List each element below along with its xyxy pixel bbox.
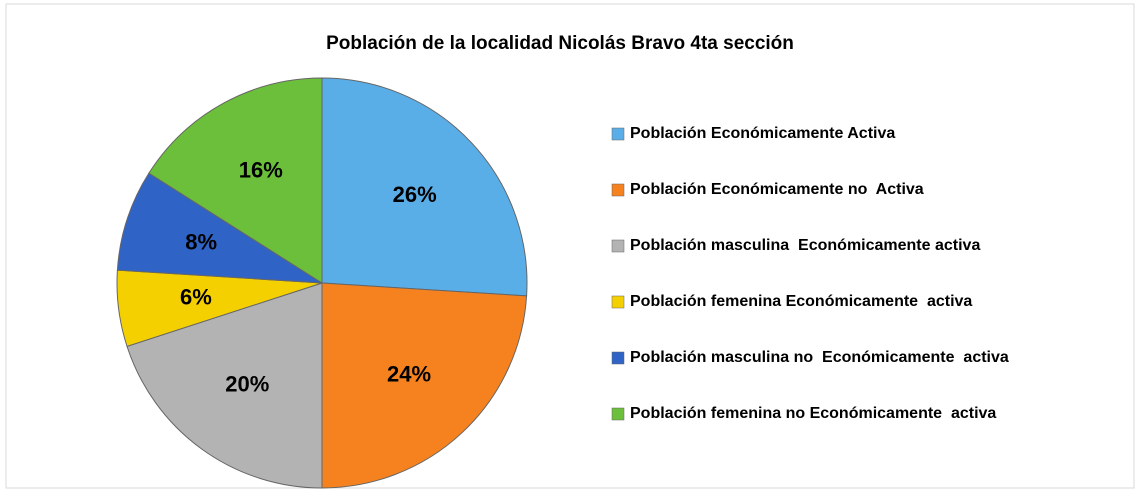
- legend-label: Población Económicamente no Activa: [630, 181, 924, 198]
- data-label: 20%: [225, 372, 269, 397]
- legend-label: Población femenina no Económicamente act…: [630, 405, 996, 422]
- legend-swatch: [611, 239, 625, 253]
- data-label: 26%: [393, 182, 437, 207]
- pie-slice: [126, 282, 323, 489]
- legend-label: Población masculina Económicamente activ…: [630, 237, 980, 254]
- chart-title: Población de la localidad Nicolás Bravo …: [326, 33, 794, 54]
- legend-label: Población masculina no Económicamente ac…: [630, 349, 1009, 366]
- legend-swatch: [611, 295, 625, 309]
- pie-slice: [321, 77, 528, 297]
- legend-swatch: [611, 127, 625, 141]
- pie-slice: [321, 282, 528, 489]
- pie-slice: [116, 172, 323, 284]
- data-label: 16%: [239, 157, 283, 182]
- data-label: 8%: [185, 230, 217, 255]
- legend-swatch: [611, 407, 625, 421]
- legend-swatch: [611, 183, 625, 197]
- pie-slice: [148, 77, 323, 284]
- legend-swatch: [611, 351, 625, 365]
- data-label: 6%: [180, 285, 212, 310]
- legend-label: Población femenina Económicamente activa: [630, 293, 972, 310]
- legend-label: Población Económicamente Activa: [630, 125, 895, 142]
- data-label: 24%: [387, 361, 431, 386]
